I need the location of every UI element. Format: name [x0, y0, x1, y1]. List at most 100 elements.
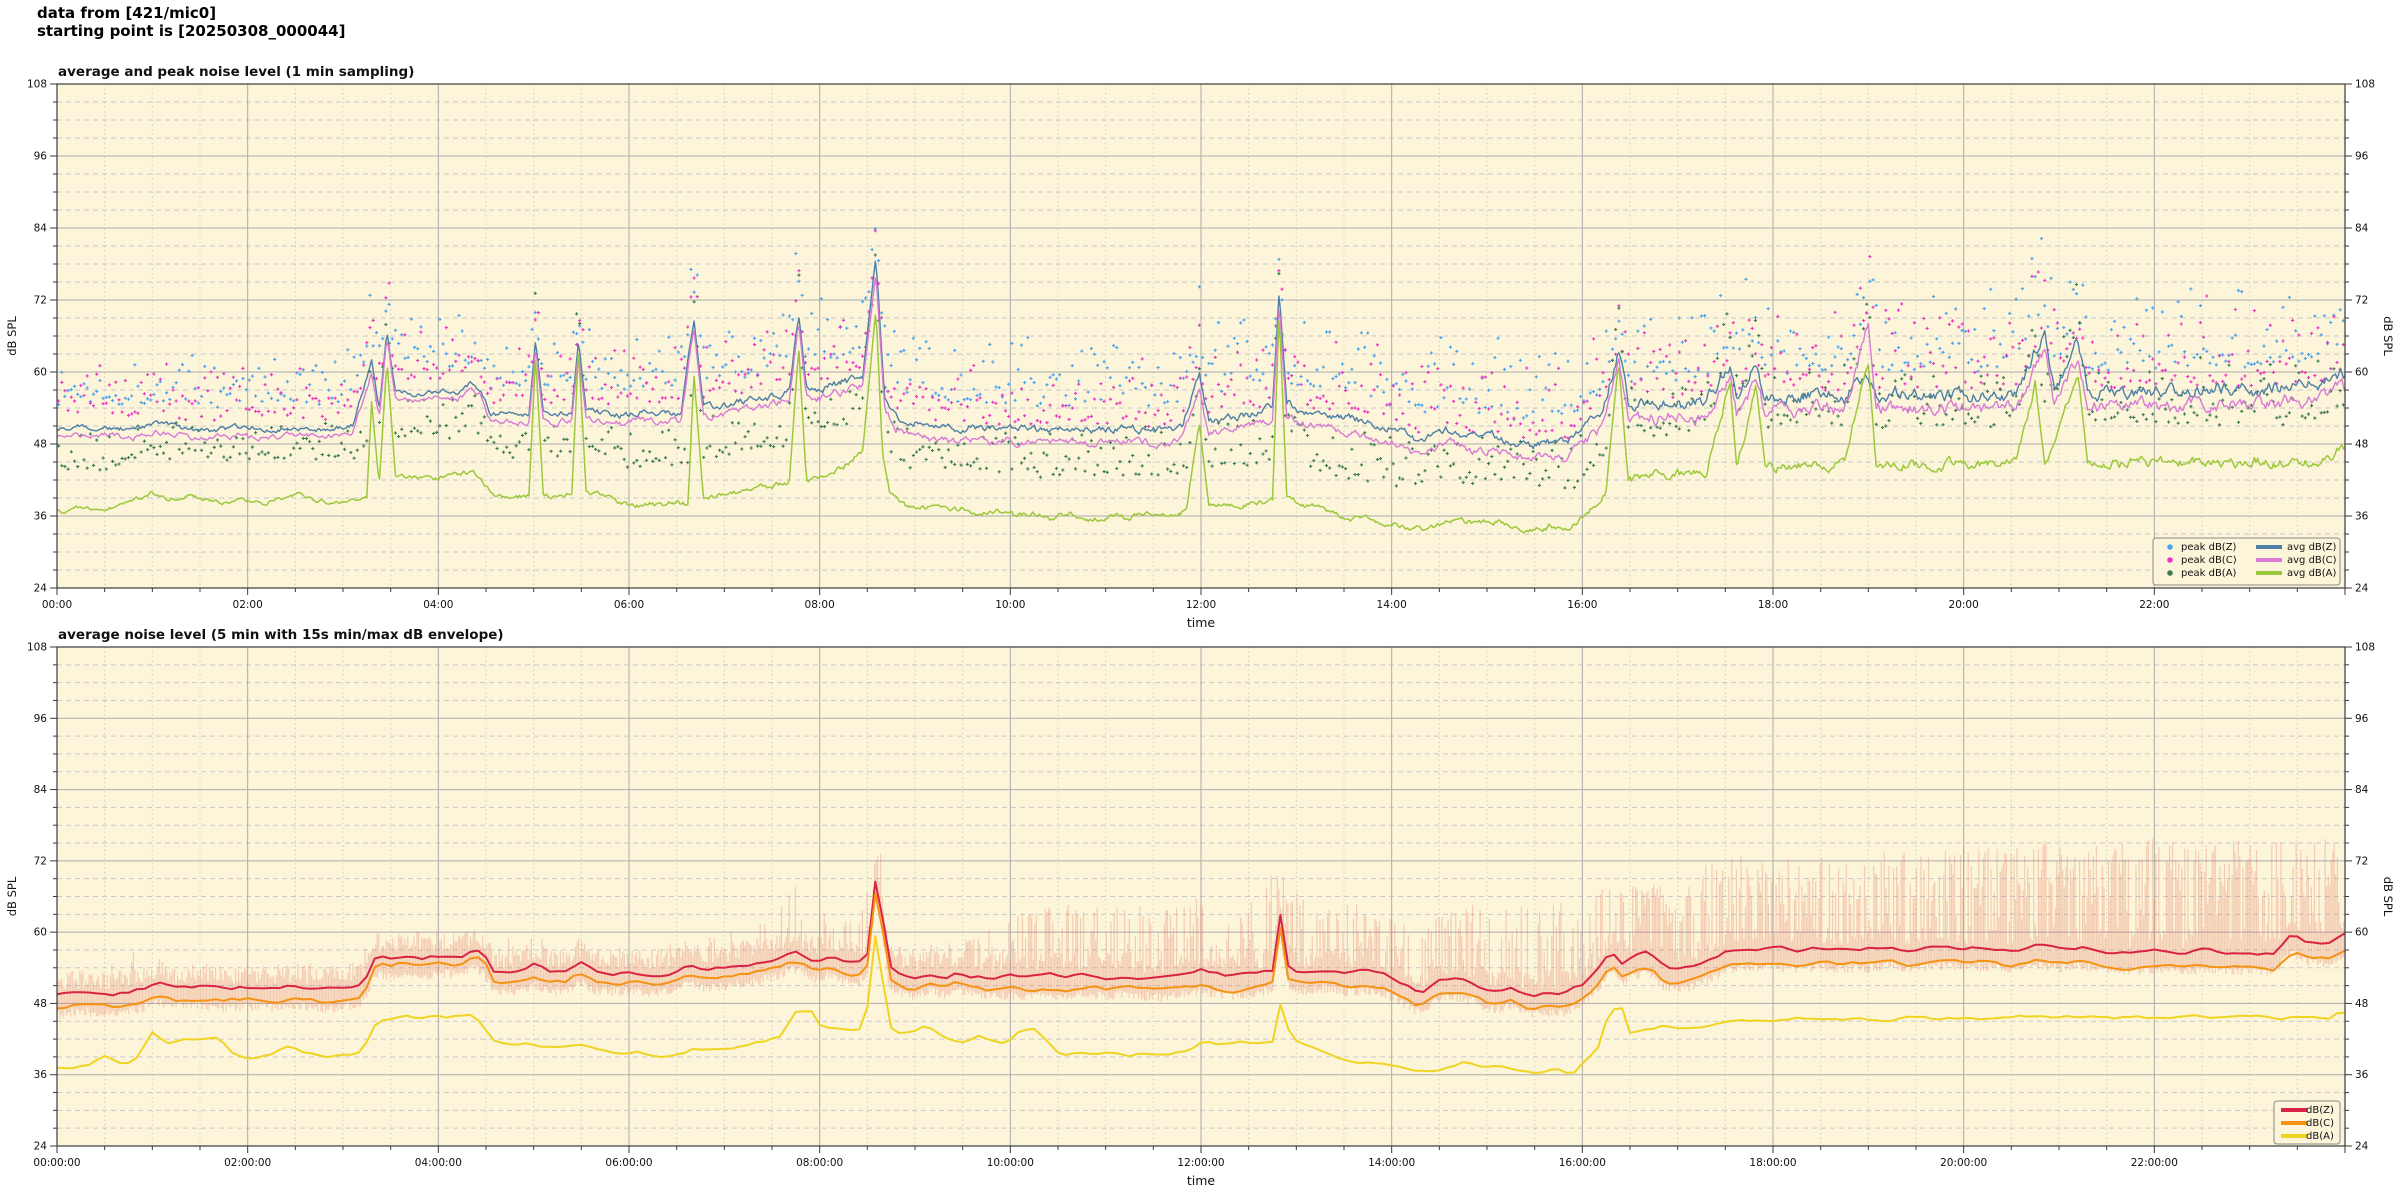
header-start-point: starting point is [20250308_000044]: [37, 22, 346, 40]
axis-tick-labels: 00:00 02:00 04:00 06:00 08:00 10:00 12:00 14:00…: [27, 79, 2375, 612]
y-axis-title-right: dB SPL: [2381, 316, 2395, 356]
x-tick-label: 20:00: [1949, 599, 1979, 611]
avg-dbc-line: [57, 277, 2345, 463]
x-tick-label: 20:00:00: [1940, 1157, 1987, 1169]
x-tick-label: 18:00:00: [1749, 1157, 1796, 1169]
y-tick-label-left: 36: [34, 1069, 48, 1081]
x-tick-label: 02:00: [233, 599, 263, 611]
x-tick-label: 18:00: [1758, 599, 1788, 611]
y-tick-label-right: 48: [2355, 439, 2368, 451]
y-tick-label-right: 84: [2355, 784, 2369, 796]
legend-box: [2152, 537, 2341, 586]
x-tick-label: 22:00:00: [2131, 1157, 2178, 1169]
x-axis-title: time: [1187, 615, 1216, 630]
y-axis-title-left: dB SPL: [5, 876, 19, 916]
peak-db-a--legend-marker: [2167, 570, 2173, 576]
x-tick-label: 04:00:00: [415, 1157, 462, 1169]
plot-data-area: [57, 838, 2345, 1075]
y-tick-label-left: 60: [34, 367, 47, 379]
x-tick-label: 12:00:00: [1177, 1157, 1224, 1169]
peak-dba-points: [57, 253, 2345, 490]
x-tick-label: 16:00: [1567, 599, 1597, 611]
legend-label: avg dB(Z): [2287, 542, 2337, 553]
axis-ticks: [50, 646, 2352, 1153]
legend-label: avg dB(A): [2287, 568, 2337, 579]
y-tick-label-right: 48: [2355, 998, 2368, 1010]
legend-label: dB(A): [2306, 1131, 2334, 1142]
y-tick-label-left: 24: [34, 583, 48, 595]
y-tick-label-right: 96: [2355, 151, 2369, 163]
y-tick-label-right: 36: [2355, 511, 2369, 523]
header-data-source: data from [421/mic0]: [37, 4, 217, 22]
y-tick-label-left: 48: [34, 998, 47, 1010]
y-tick-label-right: 108: [2355, 79, 2375, 91]
y-tick-label-right: 24: [2355, 1141, 2369, 1153]
x-tick-label: 04:00: [423, 599, 453, 611]
y-tick-label-left: 84: [34, 223, 48, 235]
y-tick-label-left: 108: [27, 642, 47, 654]
y-tick-label-left: 36: [34, 511, 48, 523]
peak-db-z--legend-marker: [2167, 544, 2173, 550]
legend-label: peak dB(C): [2181, 555, 2237, 566]
avg-dbz-line: [57, 260, 2345, 450]
bottom-chart: 00:00:00 02:00:00 04:00:00 06:00:00 08:00:00…: [5, 627, 2395, 1188]
x-tick-label: 00:00: [42, 599, 72, 611]
y-tick-label-left: 84: [34, 784, 48, 796]
legend-label: avg dB(C): [2287, 555, 2337, 566]
x-tick-label: 22:00: [2139, 599, 2169, 611]
chart-title: average and peak noise level (1 min samp…: [58, 64, 414, 80]
y-tick-label-right: 84: [2355, 223, 2369, 235]
y-tick-label-left: 72: [34, 295, 47, 307]
x-tick-label: 16:00:00: [1559, 1157, 1606, 1169]
peak-dbc-points: [57, 229, 2345, 440]
dbc-line: [57, 892, 2345, 1010]
x-tick-label: 08:00:00: [796, 1157, 843, 1169]
y-tick-label-left: 48: [34, 439, 47, 451]
x-tick-label: 00:00:00: [33, 1157, 80, 1169]
y-tick-label-left: 96: [34, 151, 48, 163]
y-axis-title-left: dB SPL: [5, 316, 19, 356]
peak-db-c--legend-marker: [2167, 557, 2173, 563]
x-tick-label: 06:00: [614, 599, 644, 611]
x-axis-title: time: [1187, 1173, 1216, 1188]
legend-label: dB(C): [2306, 1118, 2334, 1129]
x-tick-label: 14:00:00: [1368, 1157, 1415, 1169]
legend-label: peak dB(Z): [2181, 542, 2237, 553]
y-tick-label-left: 72: [34, 855, 47, 867]
plot-data-area: [57, 227, 2345, 534]
y-tick-label-left: 96: [34, 713, 48, 725]
y-tick-label-right: 60: [2355, 367, 2368, 379]
y-tick-label-right: 60: [2355, 927, 2368, 939]
x-tick-label: 06:00:00: [605, 1157, 652, 1169]
y-tick-label-right: 96: [2355, 713, 2369, 725]
y-tick-label-right: 36: [2355, 1069, 2369, 1081]
grid-major: [57, 84, 2345, 588]
x-tick-label: 10:00:00: [987, 1157, 1034, 1169]
legend: peak dB(Z) peak dB(C) peak dB(A) avg dB(Z) a…: [2152, 537, 2341, 586]
y-tick-label-right: 24: [2355, 583, 2369, 595]
x-tick-label: 08:00: [805, 599, 835, 611]
y-tick-label-right: 72: [2355, 295, 2368, 307]
chart-title: average noise level (5 min with 15s min/…: [58, 627, 504, 643]
x-tick-label: 12:00: [1186, 599, 1216, 611]
y-tick-label-left: 108: [27, 79, 47, 91]
avg-dba-line: [57, 314, 2345, 534]
x-tick-label: 10:00: [995, 599, 1025, 611]
x-tick-label: 02:00:00: [224, 1157, 271, 1169]
dbz-line: [57, 880, 2345, 998]
y-tick-label-right: 72: [2355, 855, 2368, 867]
legend: dB(Z) dB(C) dB(A): [2273, 1100, 2341, 1145]
axis-ticks: [50, 83, 2352, 595]
y-tick-label-left: 60: [34, 927, 47, 939]
top-chart: 00:00 02:00 04:00 06:00 08:00 10:00 12:00 14:00…: [5, 64, 2395, 630]
y-tick-label-left: 24: [34, 1141, 48, 1153]
axis-tick-labels: 00:00:00 02:00:00 04:00:00 06:00:00 08:00:00…: [27, 642, 2375, 1170]
dba-line: [57, 935, 2345, 1075]
legend-label: dB(Z): [2306, 1105, 2334, 1116]
x-tick-label: 14:00: [1377, 599, 1407, 611]
legend-label: peak dB(A): [2181, 568, 2237, 579]
y-axis-title-right: dB SPL: [2381, 877, 2395, 917]
grid-major: [57, 647, 2345, 1146]
